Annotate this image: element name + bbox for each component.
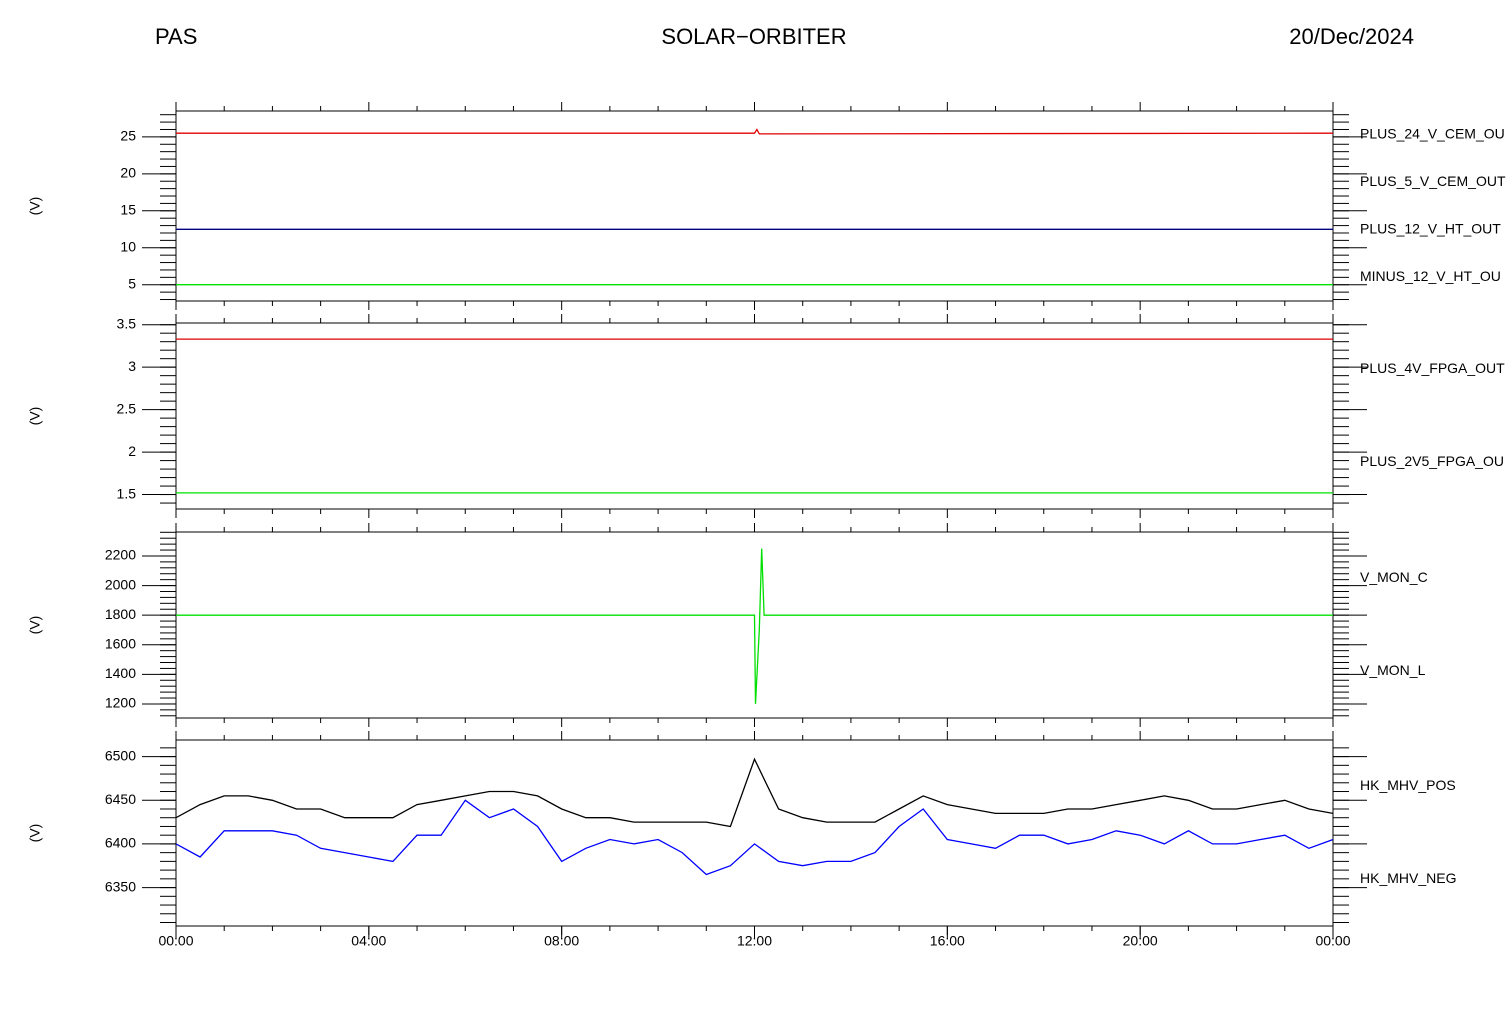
legend-label: HK_MHV_NEG [1360,870,1456,886]
y-tick-label: 1800 [105,606,136,622]
y-tick-label: 25 [120,128,136,144]
series-line [176,757,1333,828]
y-axis-label: (V) [27,616,43,635]
y-tick-label: 2 [128,443,136,459]
series-line [176,128,1333,135]
legend-label: V_MON_C [1360,569,1428,585]
plot-frame [175,110,1334,302]
legend-label: V_MON_L [1360,662,1426,678]
x-tick-label: 20:00 [1123,933,1158,949]
series-line [176,548,1333,704]
header-left: PAS [155,24,197,49]
y-tick-label: 2200 [105,547,136,563]
plot-frame [175,322,1334,510]
legend-label: PLUS_5_V_CEM_OUT [1360,173,1506,189]
y-tick-label: 10 [120,238,136,254]
y-tick-label: 6500 [105,747,136,763]
y-tick-label: 1600 [105,635,136,651]
x-tick-label: 16:00 [930,933,965,949]
y-axis-label: (V) [27,824,43,843]
legend-label: MINUS_12_V_HT_OU [1360,268,1501,284]
legend-label: PLUS_2V5_FPGA_OU [1360,453,1504,469]
y-tick-label: 2000 [105,576,136,592]
y-tick-label: 6450 [105,791,136,807]
header-title: SOLAR−ORBITER [661,24,846,49]
legend-label: PLUS_24_V_CEM_OU [1360,125,1505,141]
y-tick-label: 1200 [105,695,136,711]
x-tick-label: 00:00 [158,933,193,949]
y-tick-label: 5 [128,275,136,291]
y-tick-label: 20 [120,165,136,181]
y-tick-label: 3 [128,358,136,374]
series-line [176,799,1333,876]
y-tick-label: 6350 [105,878,136,894]
y-tick-label: 3.5 [117,315,137,331]
x-tick-label: 08:00 [544,933,579,949]
y-tick-label: 1400 [105,665,136,681]
y-tick-label: 6400 [105,835,136,851]
y-tick-label: 15 [120,202,136,218]
y-tick-label: 2.5 [117,400,137,416]
plot-frame [175,739,1334,927]
y-axis-label: (V) [27,407,43,426]
header-date: 20/Dec/2024 [1289,24,1414,49]
y-tick-label: 1.5 [117,485,137,501]
x-tick-label: 00:00 [1315,933,1350,949]
x-tick-label: 04:00 [351,933,386,949]
y-axis-label: (V) [27,197,43,216]
legend-label: PLUS_12_V_HT_OUT [1360,220,1501,236]
legend-label: HK_MHV_POS [1360,777,1456,793]
legend-label: PLUS_4V_FPGA_OUT [1360,360,1505,376]
x-tick-label: 12:00 [737,933,772,949]
